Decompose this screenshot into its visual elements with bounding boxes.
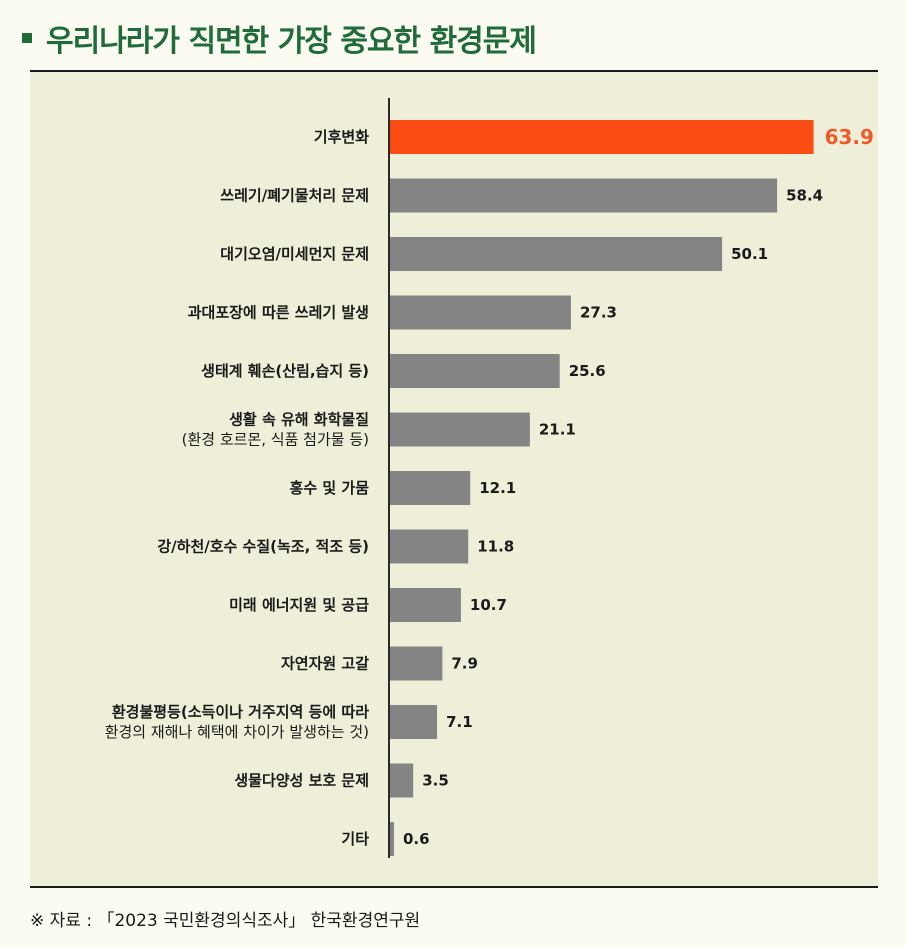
- value-label-3: 27.3: [580, 304, 617, 322]
- value-label-8: 10.7: [470, 596, 507, 614]
- bar-1: [390, 178, 778, 213]
- value-label-4: 25.6: [569, 362, 606, 380]
- category-label-5-0: 생활 속 유해 화학물질: [229, 411, 369, 429]
- bar-7: [390, 529, 469, 564]
- bar-chart: 63.9 기후변화 58.4 쓰레기/폐기물처리 문제 50.1 대기오염/미세먼지 문제…: [105, 98, 874, 858]
- bar-4: [390, 354, 560, 388]
- bar-12: [390, 822, 394, 856]
- category-label-4-0: 생태계 훼손(산림,습지 등): [201, 362, 369, 380]
- category-label-6-0: 홍수 및 가뭄: [290, 479, 370, 497]
- bar-11: [390, 763, 414, 798]
- category-label-9-0: 자연자원 고갈: [281, 655, 369, 673]
- value-label-6: 12.1: [479, 479, 516, 497]
- value-label-12: 0.6: [403, 830, 430, 848]
- bar-9: [390, 646, 443, 681]
- value-label-11: 3.5: [422, 772, 449, 790]
- bar-2: [390, 237, 723, 271]
- value-label-7: 11.8: [477, 538, 514, 556]
- category-label-0-0: 기후변화: [314, 128, 369, 146]
- source-note: ※ 자료 : 「2023 국민환경의식조사」 한국환경연구원: [30, 911, 421, 931]
- value-label-9: 7.9: [451, 655, 478, 673]
- category-label-11-0: 생물다양성 보호 문제: [234, 772, 369, 790]
- bar-3: [390, 295, 571, 330]
- category-label-1-0: 쓰레기/폐기물처리 문제: [220, 187, 369, 205]
- category-label-10-1: 환경의 재해나 혜택에 차이가 발생하는 것): [105, 723, 369, 741]
- value-label-5: 21.1: [539, 421, 576, 439]
- category-label-2-0: 대기오염/미세먼지 문제: [220, 245, 369, 263]
- category-label-8-0: 미래 에너지원 및 공급: [229, 596, 369, 614]
- category-label-5-1: (환경 호르몬, 식품 첨가물 등): [182, 431, 369, 449]
- category-label-12-0: 기타: [341, 830, 369, 848]
- bar-10: [390, 705, 438, 739]
- value-label-1: 58.4: [786, 187, 823, 205]
- chart-title: 우리나라가 직면한 가장 중요한 환경문제: [46, 24, 537, 59]
- value-label-2: 50.1: [731, 245, 768, 263]
- bar-0: [390, 120, 814, 154]
- category-label-10-0: 환경불평등(소득이나 거주지역 등에 따라: [112, 703, 369, 721]
- category-label-3-0: 과대포장에 따른 쓰레기 발생: [188, 304, 369, 322]
- bar-5: [390, 412, 530, 447]
- title-bullet-icon: [22, 33, 32, 43]
- value-label-10: 7.1: [446, 713, 473, 731]
- bottom-rule: [30, 886, 878, 888]
- bar-6: [390, 471, 471, 505]
- top-rule: [30, 70, 878, 72]
- category-label-7-0: 강/하천/호수 수질(녹조, 적조 등): [157, 538, 369, 556]
- bar-8: [390, 588, 461, 622]
- value-label-0: 63.9: [825, 125, 874, 149]
- chart-title-bar: 우리나라가 직면한 가장 중요한 환경문제: [22, 14, 537, 62]
